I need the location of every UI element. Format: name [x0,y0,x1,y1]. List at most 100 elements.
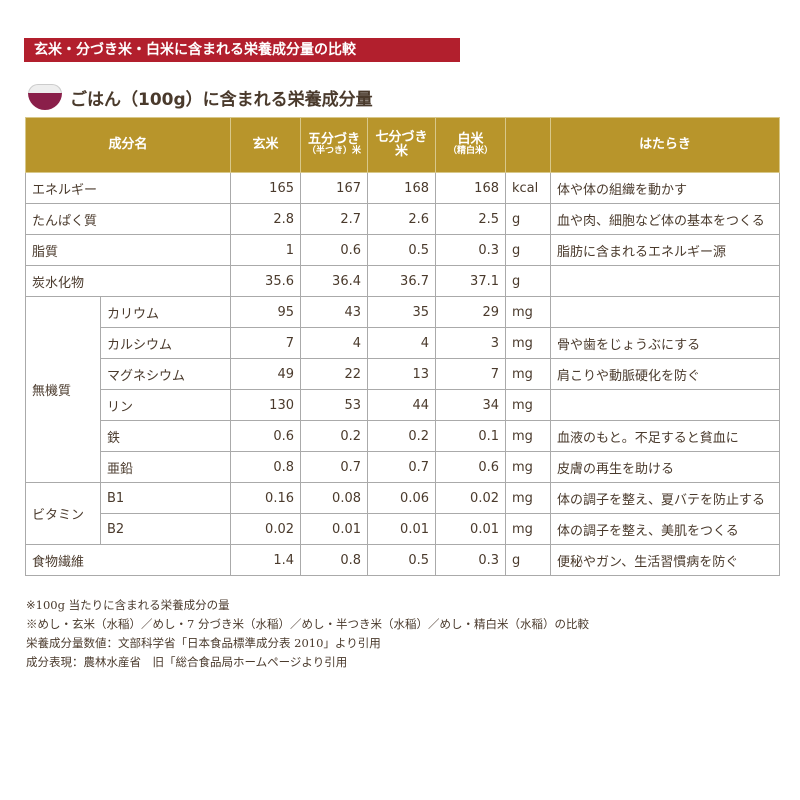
role-cell: 脂肪に含まれるエネルギー源 [550,234,780,266]
value-cell: 0.8 [300,544,368,576]
value-cell: 37.1 [435,265,506,297]
nutrient-name: 炭水化物 [25,265,231,297]
table-row: エネルギー 165 167 168 168 kcal 体や体の組織を動かす [25,172,780,204]
unit-cell: mg [505,296,551,328]
header-unit [505,117,551,173]
value-cell: 130 [230,389,301,421]
value-cell: 35 [367,296,436,328]
unit-cell: mg [505,513,551,545]
role-cell: 血液のもと。不足すると貧血に [550,420,780,452]
role-cell: 骨や歯をじょうぶにする [550,327,780,359]
value-cell: 44 [367,389,436,421]
nutrient-name: カリウム [100,296,231,328]
value-cell: 0.02 [435,482,506,514]
rice-bowl-icon [28,84,62,110]
table-row: 脂質 1 0.6 0.5 0.3 g 脂肪に含まれるエネルギー源 [25,234,780,266]
value-cell: 0.02 [230,513,301,545]
unit-cell: g [505,234,551,266]
role-cell: 便秘やガン、生活習慣病を防ぐ [550,544,780,576]
value-cell: 1.4 [230,544,301,576]
value-cell: 0.5 [367,234,436,266]
header-gobu: 五分づき （半つき）米 [300,117,368,173]
header-genmai: 玄米 [230,117,301,173]
value-cell: 1 [230,234,301,266]
group-vitamins: ビタミン [25,482,101,545]
value-cell: 0.8 [230,451,301,483]
value-cell: 0.1 [435,420,506,452]
value-cell: 2.8 [230,203,301,235]
value-cell: 4 [300,327,368,359]
unit-cell: mg [505,389,551,421]
nutrient-name: マグネシウム [100,358,231,390]
value-cell: 0.08 [300,482,368,514]
role-cell [550,265,780,297]
subtitle: ごはん（100g）に含まれる栄養成分量 [28,82,373,112]
nutrient-name: リン [100,389,231,421]
unit-cell: mg [505,420,551,452]
unit-cell: g [505,544,551,576]
table-row: 鉄 0.6 0.2 0.2 0.1 mg 血液のもと。不足すると貧血に [26,420,780,452]
nutrient-name: B2 [100,513,231,545]
unit-cell: mg [505,358,551,390]
role-cell: 皮膚の再生を助ける [550,451,780,483]
value-cell: 3 [435,327,506,359]
value-cell: 0.06 [367,482,436,514]
value-cell: 13 [367,358,436,390]
table-row: マグネシウム 49 22 13 7 mg 肩こりや動脈硬化を防ぐ [26,358,780,390]
table-row: カルシウム 7 4 4 3 mg 骨や歯をじょうぶにする [26,327,780,359]
footnote: ※100g 当たりに含まれる栄養成分の量 [26,598,230,612]
table-row: 食物繊維 1.4 0.8 0.5 0.3 g 便秘やガン、生活習慣病を防ぐ [25,544,780,576]
unit-cell: mg [505,327,551,359]
role-cell: 体の調子を整え、美肌をつくる [550,513,780,545]
nutrient-name: B1 [100,482,231,514]
nutrient-name: エネルギー [25,172,231,204]
role-cell [550,389,780,421]
nutrient-name: カルシウム [100,327,231,359]
group-minerals: 無機質 [25,296,101,483]
table-row: たんぱく質 2.8 2.7 2.6 2.5 g 血や肉、細胞など体の基本をつくる [25,203,780,235]
unit-cell: mg [505,482,551,514]
nutrient-name: 鉄 [100,420,231,452]
value-cell: 168 [435,172,506,204]
header-name: 成分名 [25,117,231,173]
value-cell: 0.7 [300,451,368,483]
nutrient-name: 脂質 [25,234,231,266]
value-cell: 0.5 [367,544,436,576]
role-cell: 体や体の組織を動かす [550,172,780,204]
value-cell: 29 [435,296,506,328]
value-cell: 4 [367,327,436,359]
value-cell: 2.5 [435,203,506,235]
table-header: 成分名 玄米 五分づき （半つき）米 七分づき米 白米 （精白米） はたらき [25,117,780,173]
value-cell: 0.01 [300,513,368,545]
nutrient-name: 食物繊維 [25,544,231,576]
role-cell: 肩こりや動脈硬化を防ぐ [550,358,780,390]
value-cell: 0.7 [367,451,436,483]
value-cell: 35.6 [230,265,301,297]
value-cell: 36.7 [367,265,436,297]
header-nanabu: 七分づき米 [367,117,436,173]
value-cell: 7 [435,358,506,390]
value-cell: 43 [300,296,368,328]
header-role: はたらき [550,117,780,173]
unit-cell: mg [505,451,551,483]
footnote: 栄養成分量数値：文部科学省「日本食品標準成分表 2010」より引用 [26,636,381,650]
nutrient-name: 亜鉛 [100,451,231,483]
table-row: 亜鉛 0.8 0.7 0.7 0.6 mg 皮膚の再生を助ける [26,451,780,483]
value-cell: 168 [367,172,436,204]
value-cell: 0.6 [230,420,301,452]
table-row: 炭水化物 35.6 36.4 36.7 37.1 g [25,265,780,297]
value-cell: 0.2 [300,420,368,452]
value-cell: 53 [300,389,368,421]
value-cell: 0.01 [435,513,506,545]
value-cell: 0.3 [435,234,506,266]
title-banner: 玄米・分づき米・白米に含まれる栄養成分量の比較 [24,38,460,62]
footnote: 成分表現：農林水産省 旧「総合食品局ホームページより引用 [26,655,348,669]
table-row: ビタミン B1 0.16 0.08 0.06 0.02 mg 体の調子を整え、夏バテを防止する [25,482,780,545]
value-cell: 49 [230,358,301,390]
subtitle-text: ごはん（100g）に含まれる栄養成分量 [70,89,373,110]
footnote: ※めし・玄米（水稲）／めし・7 分づき米（水稲）／めし・半つき米（水稲）／めし・… [26,617,589,631]
value-cell: 0.6 [300,234,368,266]
table-row: リン 130 53 44 34 mg [26,389,780,421]
role-cell [550,296,780,328]
value-cell: 34 [435,389,506,421]
